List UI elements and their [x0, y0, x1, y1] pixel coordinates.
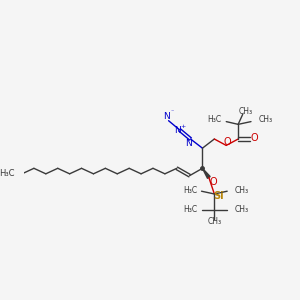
Text: N: N	[163, 112, 170, 121]
Text: O: O	[210, 177, 217, 187]
Text: ⁻: ⁻	[171, 110, 174, 115]
Text: H₃C: H₃C	[184, 186, 198, 195]
Text: O: O	[251, 133, 259, 143]
Text: CH₃: CH₃	[207, 217, 221, 226]
Text: CH₃: CH₃	[238, 107, 253, 116]
Text: CH₃: CH₃	[258, 115, 272, 124]
Text: O: O	[224, 137, 231, 147]
Polygon shape	[202, 168, 210, 178]
Text: +: +	[181, 124, 186, 129]
Text: CH₃: CH₃	[235, 186, 249, 195]
Text: H₃C: H₃C	[184, 205, 198, 214]
Text: CH₃: CH₃	[235, 205, 249, 214]
Text: H₃C: H₃C	[208, 115, 222, 124]
Text: H₃C: H₃C	[0, 169, 15, 178]
Text: N: N	[174, 126, 181, 135]
Text: Si: Si	[214, 191, 224, 201]
Text: N: N	[185, 139, 192, 148]
